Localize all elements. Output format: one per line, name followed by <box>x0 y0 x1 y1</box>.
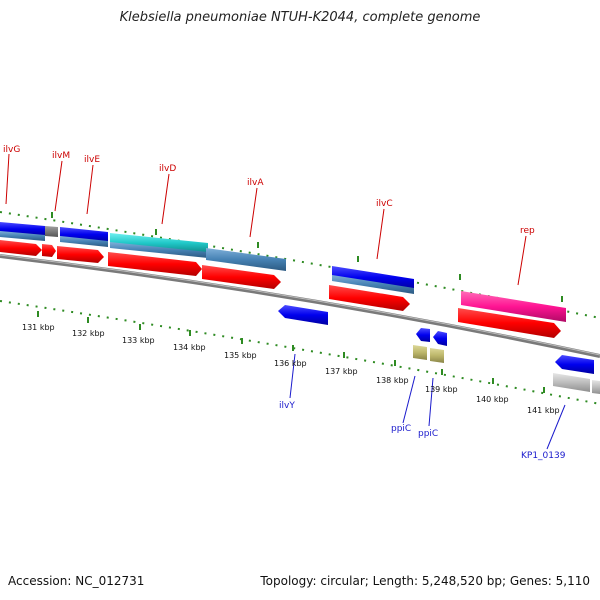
kbp-label: 134 kbp <box>173 343 206 352</box>
outer-major-ticks <box>51 212 563 302</box>
genome-summary-text: Topology: circular; Length: 5,248,520 bp… <box>260 574 590 588</box>
label-ilvM[interactable]: ilvM <box>52 151 70 161</box>
gene-KP1_0139-arrow[interactable] <box>555 355 594 374</box>
cds-ilvC-arrow[interactable] <box>329 285 410 311</box>
gene-ilvC-steel-box <box>332 275 414 294</box>
label-ilvC[interactable]: ilvC <box>376 199 393 209</box>
gene-ilvA-steel-box <box>206 248 286 271</box>
cds-ilvM-arrow[interactable] <box>42 244 56 257</box>
genome-backbone <box>0 254 600 358</box>
kbp-label: 138 kbp <box>376 376 409 385</box>
label-ilvY[interactable]: ilvY <box>279 401 295 411</box>
kbp-label: 133 kbp <box>122 336 155 345</box>
kbp-label: 136 kbp <box>274 359 307 368</box>
inner-dotted-scale <box>0 300 600 405</box>
gene-ilvG-steel-box <box>0 231 45 241</box>
genome-backbone-highlight <box>0 254 600 356</box>
reverse-gene-labels: ilvY ppiC ppiC KP1_0139 <box>279 353 566 461</box>
accession-text: Accession: NC_012731 <box>8 574 145 588</box>
kbp-label: 140 kbp <box>476 395 509 404</box>
gene-ppiC-2-box <box>430 348 444 363</box>
label-ilvA[interactable]: ilvA <box>247 178 264 188</box>
kbp-label: 132 kbp <box>72 329 105 338</box>
cds-ilvE-arrow[interactable] <box>57 246 104 263</box>
gene-ilvD-gene-box[interactable] <box>110 233 208 253</box>
inner-major-ticks <box>37 311 545 393</box>
label-ppiC-2[interactable]: ppiC <box>418 429 438 439</box>
forward-gene-labels: ilvG ilvM ilvE ilvD ilvA ilvC rep <box>3 145 535 286</box>
kbp-label: 137 kbp <box>325 367 358 376</box>
cds-ilvA-arrow[interactable] <box>202 265 281 289</box>
label-KP1_0139[interactable]: KP1_0139 <box>521 451 566 461</box>
label-ppiC-1[interactable]: ppiC <box>391 424 411 434</box>
label-ilvG[interactable]: ilvG <box>3 145 20 155</box>
gene-KP1_0139-box <box>553 373 590 392</box>
label-rep[interactable]: rep <box>520 226 535 236</box>
cds-rep-arrow[interactable] <box>458 308 561 338</box>
gene-rep-gene-box[interactable] <box>461 291 566 322</box>
map-title: Klebsiella pneumoniae NTUH-K2044, comple… <box>119 10 481 25</box>
gene-ilvC-gene-box[interactable] <box>332 266 414 289</box>
gene-ppiC-2-arrow[interactable] <box>433 331 447 346</box>
gene-ppiC-1-arrow[interactable] <box>416 328 430 342</box>
gene-ppiC-1-box <box>413 345 427 360</box>
kbp-label: 135 kbp <box>224 351 257 360</box>
kbp-label: 141 kbp <box>527 406 560 415</box>
label-ilvE[interactable]: ilvE <box>84 155 100 165</box>
kbp-label: 139 kbp <box>425 385 458 394</box>
label-ilvD[interactable]: ilvD <box>159 164 176 174</box>
cds-ilvD-arrow[interactable] <box>108 252 202 276</box>
gene-ilvD-steel-box <box>110 242 208 258</box>
kbp-label: 131 kbp <box>22 323 55 332</box>
gene-next-box <box>592 380 600 394</box>
cds-ilvG-arrow[interactable] <box>0 240 42 256</box>
kbp-scale-labels: 131 kbp 132 kbp 133 kbp 134 kbp 135 kbp … <box>22 323 560 415</box>
gene-ilvE-steel-box <box>60 236 108 247</box>
gene-ilvM-gene-box[interactable] <box>45 226 58 237</box>
gene-ilvY-arrow[interactable] <box>278 305 328 325</box>
